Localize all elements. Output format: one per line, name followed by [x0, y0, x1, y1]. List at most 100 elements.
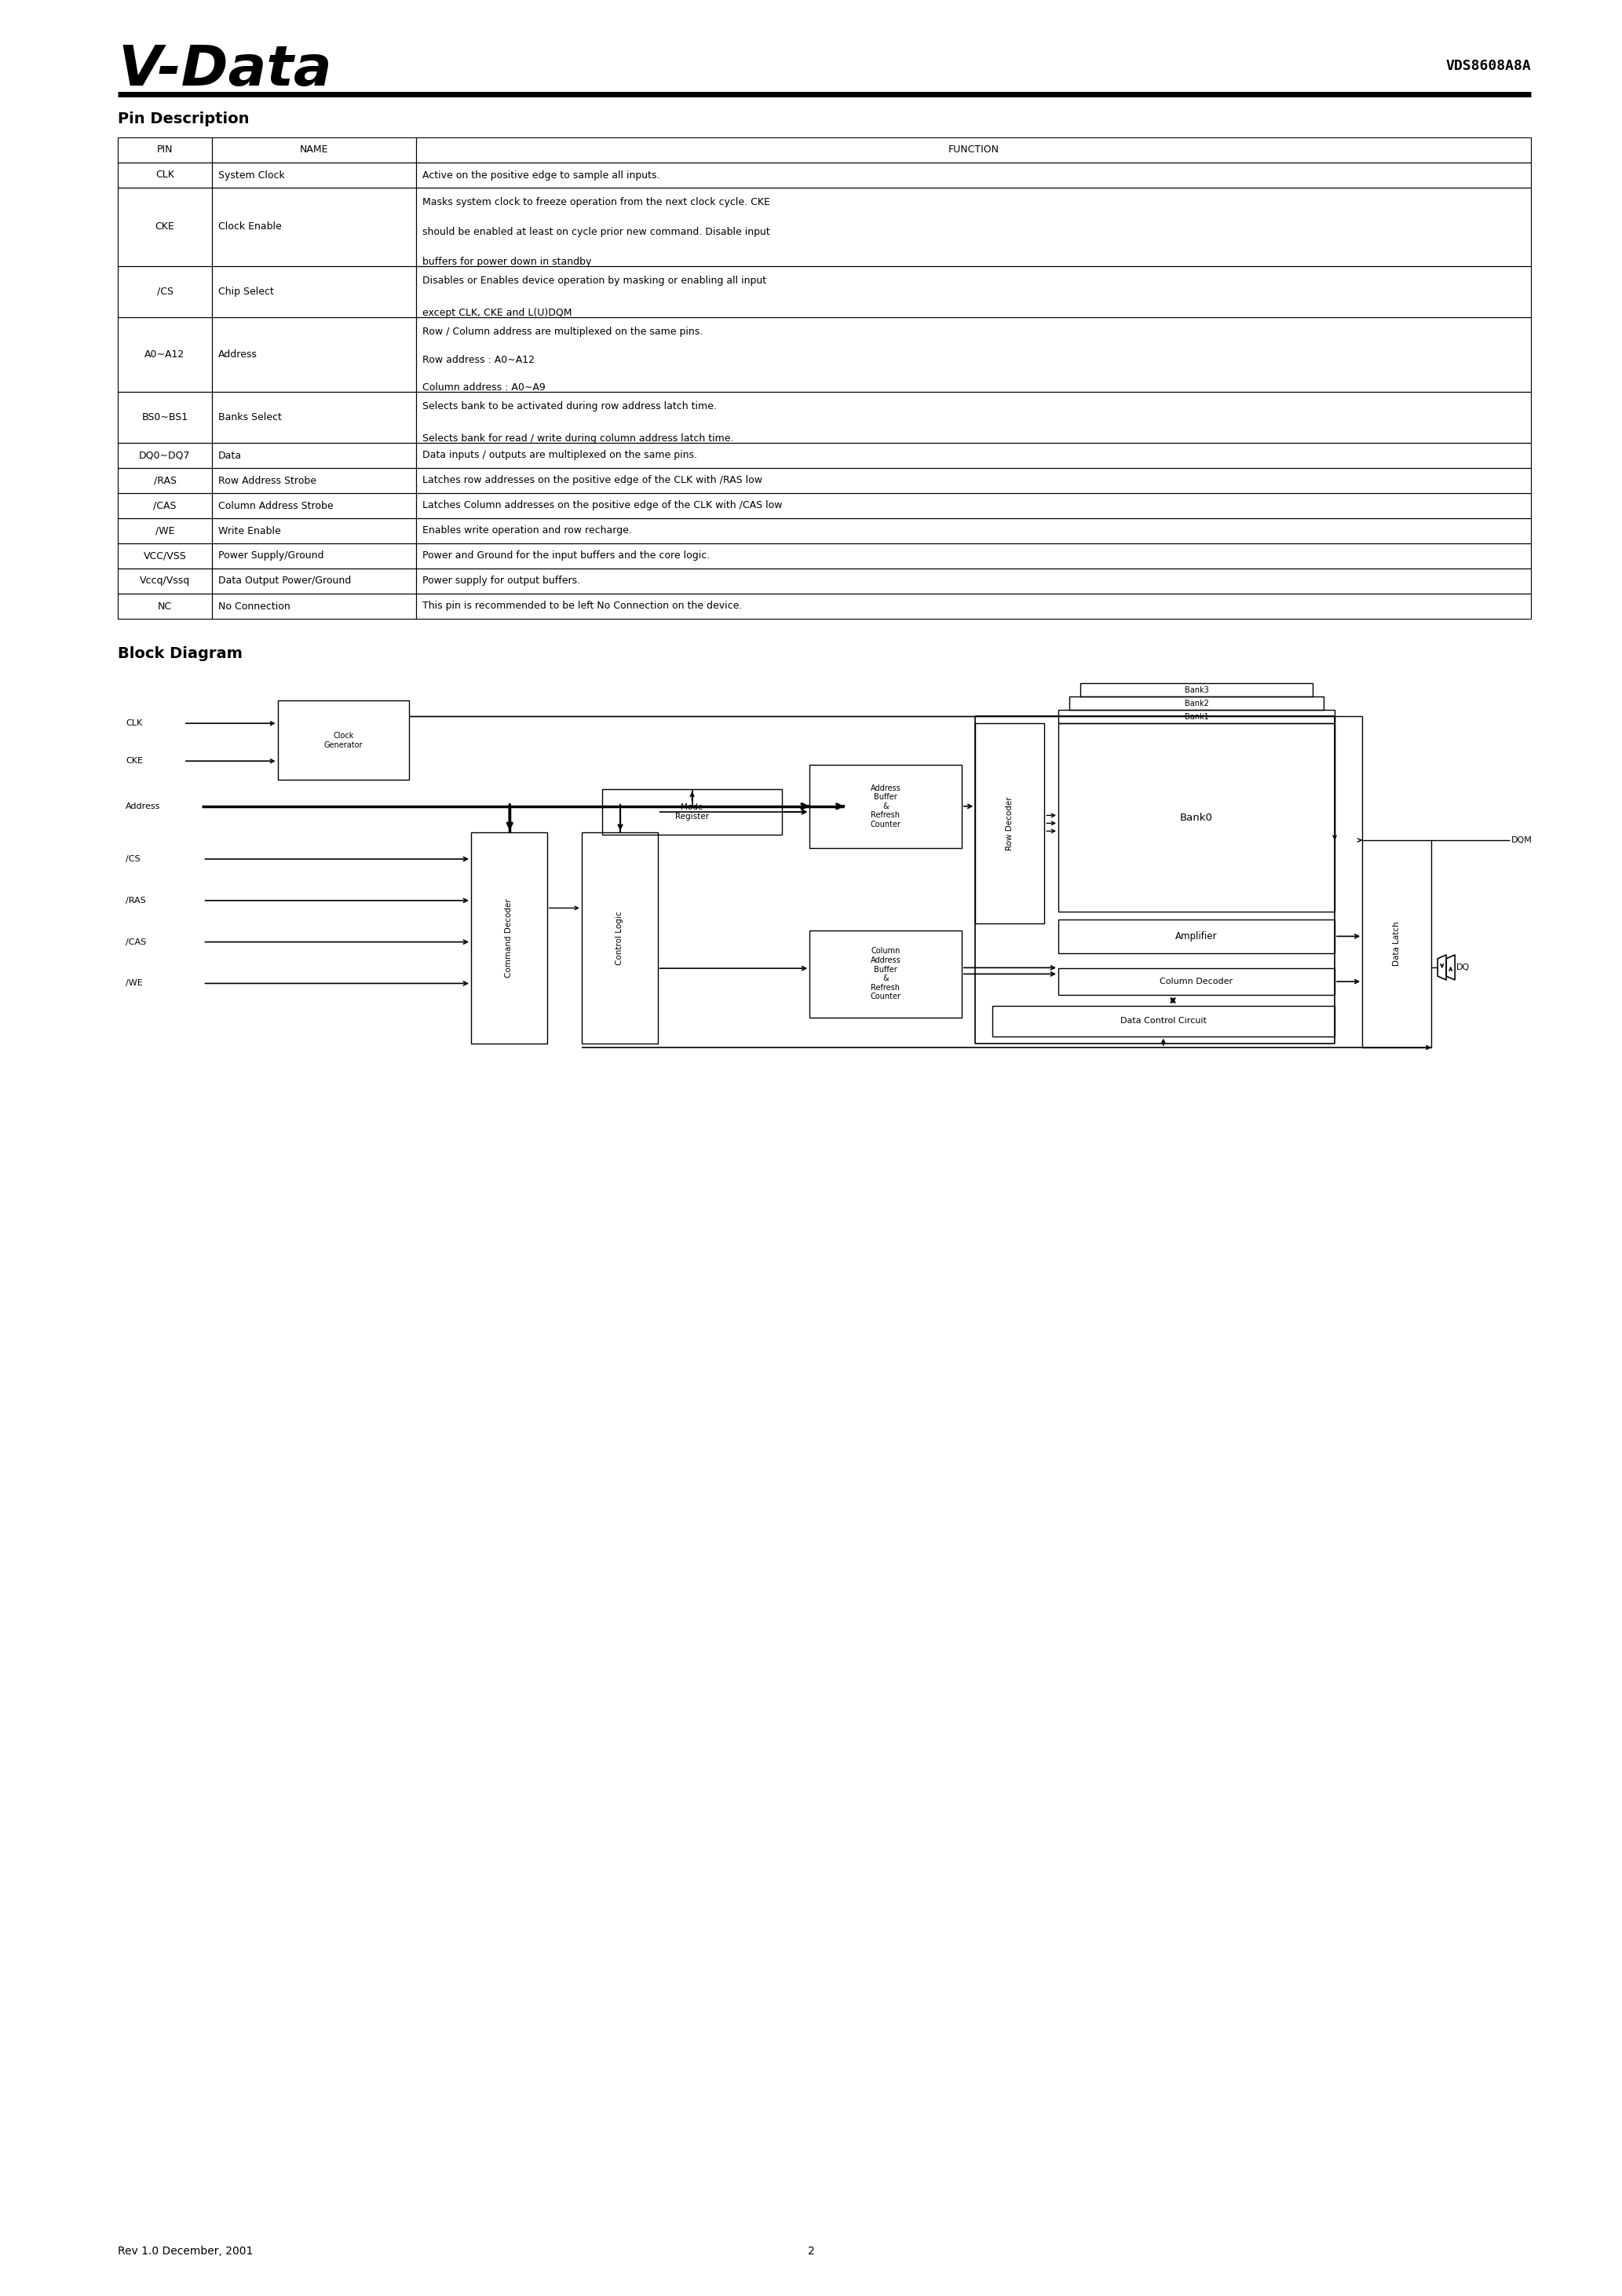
Bar — [975, 723, 1045, 923]
Bar — [417, 468, 1531, 494]
Text: DQ0~DQ7: DQ0~DQ7 — [139, 450, 190, 461]
Text: BS0~BS1: BS0~BS1 — [141, 413, 188, 422]
Text: DQM: DQM — [1512, 836, 1533, 845]
Text: buffers for power down in standby: buffers for power down in standby — [422, 257, 592, 266]
Text: Disables or Enables device operation by masking or enabling all input: Disables or Enables device operation by … — [422, 276, 766, 285]
Text: /RAS: /RAS — [154, 475, 177, 487]
Bar — [118, 393, 212, 443]
Text: Bank1: Bank1 — [1184, 712, 1208, 721]
Bar — [1058, 918, 1335, 953]
Bar — [212, 468, 417, 494]
Text: Data Output Power/Ground: Data Output Power/Ground — [219, 576, 350, 585]
Text: NC: NC — [157, 602, 172, 611]
Text: CLK: CLK — [125, 719, 143, 728]
Text: PIN: PIN — [157, 145, 174, 156]
Text: Power and Ground for the input buffers and the core logic.: Power and Ground for the input buffers a… — [422, 551, 710, 560]
Bar — [417, 188, 1531, 266]
Text: Data: Data — [219, 450, 242, 461]
Text: System Clock: System Clock — [219, 170, 285, 179]
Text: except CLK, CKE and L(U)DQM: except CLK, CKE and L(U)DQM — [422, 308, 573, 319]
Text: Power supply for output buffers.: Power supply for output buffers. — [422, 576, 581, 585]
Bar — [118, 544, 212, 569]
Bar — [212, 317, 417, 393]
Text: /WE: /WE — [125, 980, 143, 987]
Bar — [212, 595, 417, 618]
Text: This pin is recommended to be left No Connection on the device.: This pin is recommended to be left No Co… — [422, 602, 743, 611]
Text: Selects bank to be activated during row address latch time.: Selects bank to be activated during row … — [422, 402, 717, 411]
Text: Enables write operation and row recharge.: Enables write operation and row recharge… — [422, 526, 633, 535]
Bar — [602, 790, 782, 833]
Bar — [212, 494, 417, 519]
Text: Amplifier: Amplifier — [1176, 932, 1218, 941]
Bar — [417, 163, 1531, 188]
Text: Active on the positive edge to sample all inputs.: Active on the positive edge to sample al… — [422, 170, 660, 179]
Bar — [212, 188, 417, 266]
Text: Bank3: Bank3 — [1184, 687, 1208, 693]
Bar — [118, 317, 212, 393]
Text: Rev 1.0 December, 2001: Rev 1.0 December, 2001 — [118, 2245, 253, 2257]
Text: Latches Column addresses on the positive edge of the CLK with /CAS low: Latches Column addresses on the positive… — [422, 501, 782, 510]
Bar — [417, 266, 1531, 317]
Bar — [582, 833, 657, 1045]
Text: Row Decoder: Row Decoder — [1006, 797, 1014, 850]
Text: DQ: DQ — [1457, 964, 1470, 971]
Bar — [417, 138, 1531, 163]
Bar — [212, 138, 417, 163]
Bar — [1069, 696, 1324, 709]
Bar — [809, 765, 962, 847]
Bar — [118, 569, 212, 595]
Bar — [118, 188, 212, 266]
Text: V-Data: V-Data — [118, 44, 333, 96]
Text: VDS8608A8A: VDS8608A8A — [1445, 60, 1531, 73]
Text: /RAS: /RAS — [125, 895, 146, 905]
Text: Column
Address
Buffer
&
Refresh
Counter: Column Address Buffer & Refresh Counter — [871, 948, 900, 1001]
Text: Clock Enable: Clock Enable — [219, 223, 282, 232]
Bar — [417, 393, 1531, 443]
Text: A0~A12: A0~A12 — [144, 349, 185, 360]
Text: /CAS: /CAS — [154, 501, 177, 510]
Bar — [118, 266, 212, 317]
Bar — [212, 519, 417, 544]
Bar — [118, 494, 212, 519]
Text: /CS: /CS — [125, 854, 139, 863]
Text: /WE: /WE — [156, 526, 175, 535]
Text: FUNCTION: FUNCTION — [947, 145, 999, 156]
Bar — [417, 317, 1531, 393]
Text: Address: Address — [219, 349, 258, 360]
Text: CKE: CKE — [125, 758, 143, 765]
Bar — [212, 443, 417, 468]
Text: Bank0: Bank0 — [1181, 813, 1213, 822]
Text: Banks Select: Banks Select — [219, 413, 282, 422]
Bar — [417, 443, 1531, 468]
Text: Column Decoder: Column Decoder — [1160, 978, 1233, 985]
Text: Data Latch: Data Latch — [1393, 921, 1401, 967]
Text: Clock
Generator: Clock Generator — [324, 732, 363, 748]
Bar — [1058, 969, 1335, 994]
Bar — [1058, 723, 1335, 912]
Text: Address: Address — [125, 801, 161, 810]
Text: Selects bank for read / write during column address latch time.: Selects bank for read / write during col… — [422, 434, 733, 443]
Bar — [417, 519, 1531, 544]
Text: Latches row addresses on the positive edge of the CLK with /RAS low: Latches row addresses on the positive ed… — [422, 475, 762, 487]
Text: Column Address Strobe: Column Address Strobe — [219, 501, 334, 510]
Text: Mode
Register: Mode Register — [675, 804, 709, 820]
Text: Bank2: Bank2 — [1184, 700, 1208, 707]
Bar — [417, 595, 1531, 618]
Text: Address
Buffer
&
Refresh
Counter: Address Buffer & Refresh Counter — [871, 785, 900, 829]
Text: Data Control Circuit: Data Control Circuit — [1121, 1017, 1207, 1024]
Bar — [1362, 840, 1431, 1047]
Bar — [118, 163, 212, 188]
Text: Command Decoder: Command Decoder — [504, 898, 513, 978]
Text: Data inputs / outputs are multiplexed on the same pins.: Data inputs / outputs are multiplexed on… — [422, 450, 697, 461]
Text: /CAS: /CAS — [125, 939, 146, 946]
Bar — [118, 519, 212, 544]
Bar — [118, 138, 212, 163]
Text: Control Logic: Control Logic — [616, 912, 623, 964]
Text: VCC/VSS: VCC/VSS — [143, 551, 187, 560]
Text: Column address : A0~A9: Column address : A0~A9 — [422, 383, 545, 393]
Bar — [118, 468, 212, 494]
Bar — [118, 443, 212, 468]
Text: should be enabled at least on cycle prior new command. Disable input: should be enabled at least on cycle prio… — [422, 227, 770, 236]
Text: 2: 2 — [808, 2245, 814, 2257]
Bar — [809, 930, 962, 1017]
